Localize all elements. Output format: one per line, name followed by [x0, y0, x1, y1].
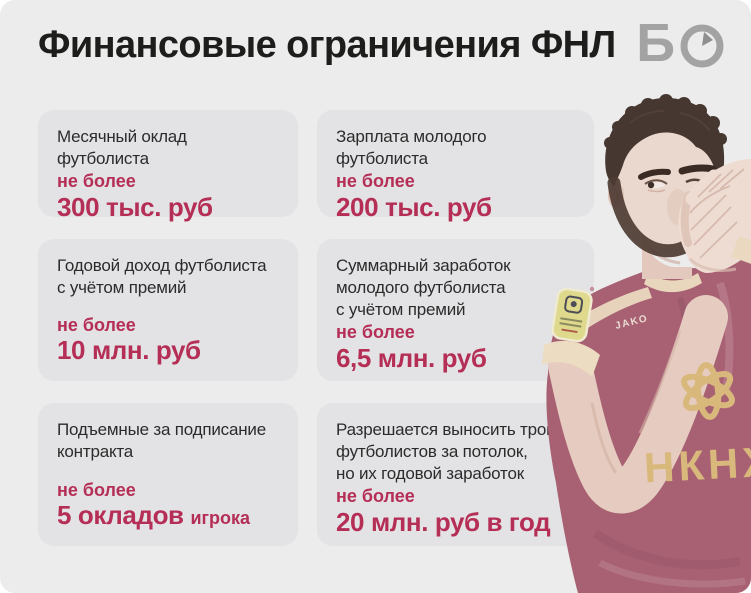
card-annual-income: Годовой доход футболиста с учётом премий…	[38, 239, 298, 381]
player-neck	[642, 233, 692, 279]
card-label: Годовой доход футболиста с учётом премий	[57, 256, 267, 298]
card-value: 200 тыс. руб	[336, 191, 492, 222]
card-value: 6,5 млн. руб	[336, 342, 487, 373]
card-value: 5 окладов игрока	[57, 500, 282, 531]
card-label: Месячный оклад футболиста	[57, 127, 187, 169]
card-young-salary: Зарплата молодого футболиста не более 20…	[317, 110, 594, 222]
player-photo: JAKO НКНХ	[540, 83, 751, 593]
limit-label: не более	[336, 171, 415, 192]
card-monthly-salary: Месячный оклад футболиста не более 300 т…	[38, 110, 298, 222]
card-value-block: не более 20 млн. руб в год	[336, 485, 578, 537]
wristband	[731, 235, 751, 268]
card-value-block: не более 10 млн. руб	[57, 314, 282, 366]
card-value: 20 млн. руб в год	[336, 506, 551, 537]
player-hands	[678, 159, 751, 273]
card-value: 300 тыс. руб	[57, 191, 213, 222]
card-value-block: не более 5 окладов игрока	[57, 479, 282, 531]
card-value-block: не более 300 тыс. руб	[57, 170, 282, 222]
limit-label: не более	[57, 171, 136, 192]
business-online-logo: Б	[636, 13, 725, 73]
card-value-block: не более 200 тыс. руб	[336, 170, 578, 222]
card-label: Подъемные за подписание контракта	[57, 420, 266, 462]
card-cap-exceptions: Разрешается выносить троих футболистов з…	[317, 403, 594, 546]
card-signing-bonus: Подъемные за подписание контракта не бол…	[38, 403, 298, 546]
player-arm	[548, 295, 728, 514]
header: Финансовые ограничения ФНЛ Б	[38, 13, 725, 73]
card-value-block: не более 6,5 млн. руб	[336, 321, 578, 373]
card-label: Зарплата молодого футболиста	[336, 127, 487, 169]
clock-icon	[680, 24, 724, 68]
card-value: 10 млн. руб	[57, 335, 201, 366]
player-eyes	[644, 178, 703, 193]
sleeve-cuff	[542, 340, 600, 377]
card-value-suffix: игрока	[190, 508, 251, 529]
limits-grid: Месячный оклад футболиста не более 300 т…	[38, 110, 594, 546]
limit-label: не более	[57, 479, 136, 500]
jersey-collar	[644, 273, 702, 293]
player-eyebrows	[638, 168, 671, 180]
card-label: Суммарный заработок молодого футболиста …	[336, 256, 511, 320]
jersey-sponsor-text: НКНХ	[643, 438, 751, 492]
page-title: Финансовые ограничения ФНЛ	[38, 24, 616, 67]
player-photo-illustration: JAKO НКНХ	[542, 94, 751, 593]
fnl-league-patch	[551, 287, 593, 343]
limit-label: не более	[336, 322, 415, 343]
card-young-total: Суммарный заработок молодого футболиста …	[317, 239, 594, 381]
triquetra-logo	[681, 362, 735, 420]
limit-label: не более	[336, 486, 415, 507]
logo-letter: Б	[636, 13, 675, 73]
card-value-text: 5 окладов	[57, 500, 184, 531]
limit-label: не более	[57, 314, 136, 335]
